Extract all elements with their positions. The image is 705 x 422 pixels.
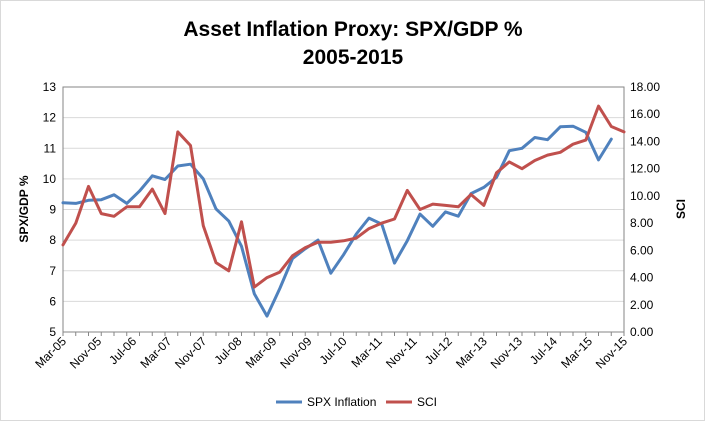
x-tick-label: Nov-15 [593, 334, 630, 371]
y-axis-right-title: SCI [674, 199, 688, 219]
y-right-tick-label: 16.00 [630, 107, 660, 121]
x-tick-label: Jul-12 [422, 334, 455, 367]
y-right-tick-label: 18.00 [630, 80, 660, 94]
y-right-tick-label: 10.00 [630, 189, 660, 203]
x-tick-label: Mar-15 [558, 334, 595, 371]
chart-title-line-1: Asset Inflation Proxy: SPX/GDP % [183, 18, 523, 41]
y-left-tick-label: 7 [49, 264, 56, 278]
y-right-tick-label: 6.00 [630, 243, 654, 257]
x-tick-label: Mar-07 [138, 334, 175, 371]
y-axis-right-ticks: 0.00 2.00 4.00 6.00 8.00 10.00 12.00 14.00 16.00… [630, 80, 660, 339]
y-left-tick-label: 10 [43, 172, 57, 186]
chart-title-line-2: 2005-2015 [303, 46, 404, 69]
x-tick-label: Jul-06 [106, 334, 139, 367]
y-left-tick-label: 12 [43, 111, 57, 125]
x-tick-label: Mar-05 [32, 334, 69, 371]
series-lines [61, 104, 626, 318]
gridlines [63, 117, 624, 302]
x-tick-label: Nov-13 [488, 334, 525, 371]
x-tick-label: Nov-05 [67, 334, 104, 371]
x-tick-label: Jul-14 [527, 334, 560, 367]
y-left-tick-label: 9 [49, 203, 56, 217]
y-left-tick-label: 11 [44, 141, 57, 155]
x-tick-label: Mar-13 [453, 334, 490, 371]
y-axis-left-ticks: 5 6 7 8 9 10 11 12 13 [43, 80, 57, 339]
y-left-tick-label: 5 [49, 325, 56, 339]
y-right-tick-label: 2.00 [630, 298, 654, 312]
legend-label-sci: SCI [417, 395, 437, 409]
legend: SPX Inflation SCI [276, 395, 437, 409]
y-right-tick-label: 14.00 [630, 134, 660, 148]
x-tick-label: Nov-07 [172, 334, 209, 371]
y-axis-left-title: SPX/GDP % [17, 175, 31, 242]
y-left-tick-label: 13 [43, 80, 57, 94]
y-right-tick-label: 4.00 [630, 271, 654, 285]
x-tick-label: Nov-11 [383, 334, 420, 371]
x-tick-label: Jul-08 [211, 334, 244, 367]
series-line-sci [61, 104, 626, 289]
y-left-tick-label: 8 [49, 233, 56, 247]
y-left-tick-label: 6 [49, 294, 56, 308]
y-right-tick-label: 8.00 [630, 216, 654, 230]
legend-label-spx: SPX Inflation [307, 395, 376, 409]
x-tick-label: Mar-09 [243, 334, 280, 371]
y-right-tick-label: 0.00 [630, 325, 654, 339]
series-line-spx-inflation [61, 124, 613, 318]
y-right-tick-label: 12.00 [630, 162, 660, 176]
x-tick-label: Mar-11 [349, 334, 385, 370]
x-tick-label: Jul-10 [317, 334, 350, 367]
x-tick-label: Nov-09 [277, 334, 314, 371]
